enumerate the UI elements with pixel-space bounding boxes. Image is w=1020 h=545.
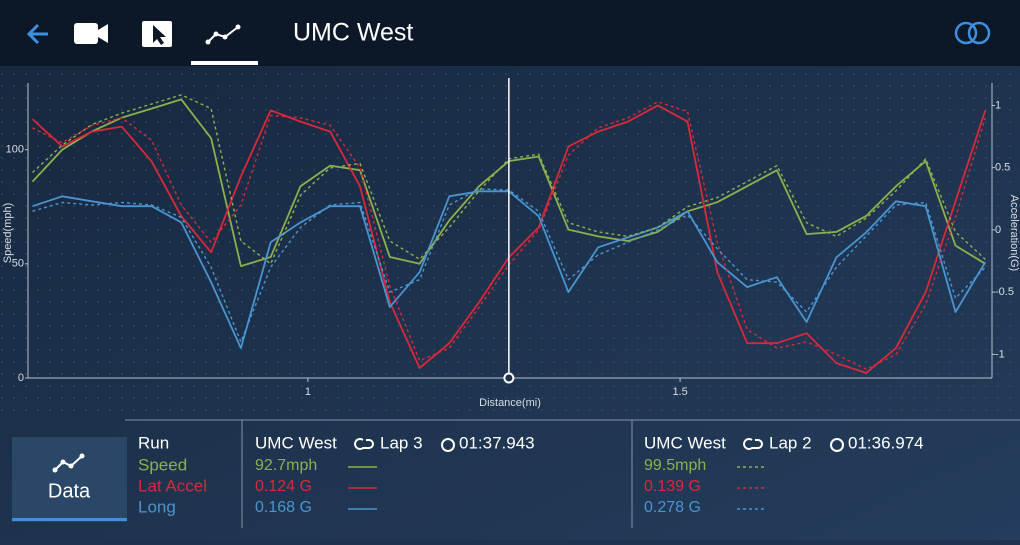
cursor-handle bbox=[503, 372, 515, 384]
y2-tick-label: -0.5 bbox=[995, 286, 1014, 298]
lap-label: Lap 2 bbox=[769, 433, 812, 452]
legend-entry: Speed bbox=[138, 455, 187, 474]
y2-tick-label: 1 bbox=[995, 99, 1001, 111]
y-tick-label: 100 bbox=[6, 144, 24, 156]
y-axis-label: Speed(mph) bbox=[2, 203, 14, 264]
data-button[interactable]: Data bbox=[12, 437, 127, 522]
compare-button[interactable] bbox=[954, 21, 991, 45]
track-name: UMC West bbox=[644, 433, 726, 452]
dot-pattern bbox=[0, 66, 1020, 416]
video-button[interactable] bbox=[74, 23, 108, 44]
y-tick-label: 50 bbox=[12, 258, 24, 270]
page-title: UMC West bbox=[293, 19, 413, 47]
x-tick-label: 1.5 bbox=[672, 386, 687, 398]
reading: 0.124 G bbox=[255, 478, 312, 495]
lap-time: 01:37.943 bbox=[459, 433, 535, 452]
chart-button[interactable] bbox=[191, 24, 258, 66]
y2-tick-label: 0 bbox=[995, 224, 1001, 236]
reading: 0.278 G bbox=[644, 499, 701, 516]
back-button[interactable] bbox=[26, 23, 48, 45]
lap-label: Lap 3 bbox=[380, 433, 423, 452]
legend-entry: Long bbox=[138, 497, 176, 516]
lap-time: 01:36.974 bbox=[848, 433, 924, 452]
timer-icon bbox=[441, 438, 455, 452]
track-name: UMC West bbox=[255, 433, 337, 452]
legend-entry: Lat Accel bbox=[138, 476, 207, 495]
data-button-label[interactable]: Data bbox=[48, 480, 91, 502]
reading: 92.7mph bbox=[255, 457, 317, 474]
y2-axis-label: Acceleration(G) bbox=[1008, 195, 1020, 271]
reading: 0.168 G bbox=[255, 499, 312, 516]
reading: 0.139 G bbox=[644, 478, 701, 495]
reading: 99.5mph bbox=[644, 457, 706, 474]
y2-tick-label: 0.5 bbox=[995, 162, 1010, 174]
x-tick-label: 1 bbox=[305, 386, 311, 398]
lap-icon bbox=[743, 438, 763, 450]
x-axis-label: Distance(mi) bbox=[479, 397, 541, 409]
timer-icon bbox=[830, 438, 844, 452]
y-tick-label: 0 bbox=[18, 372, 24, 384]
y2-tick-label: -1 bbox=[995, 348, 1005, 360]
run-label: Run bbox=[138, 433, 169, 452]
lap-icon bbox=[354, 438, 374, 450]
select-button[interactable] bbox=[142, 21, 172, 47]
